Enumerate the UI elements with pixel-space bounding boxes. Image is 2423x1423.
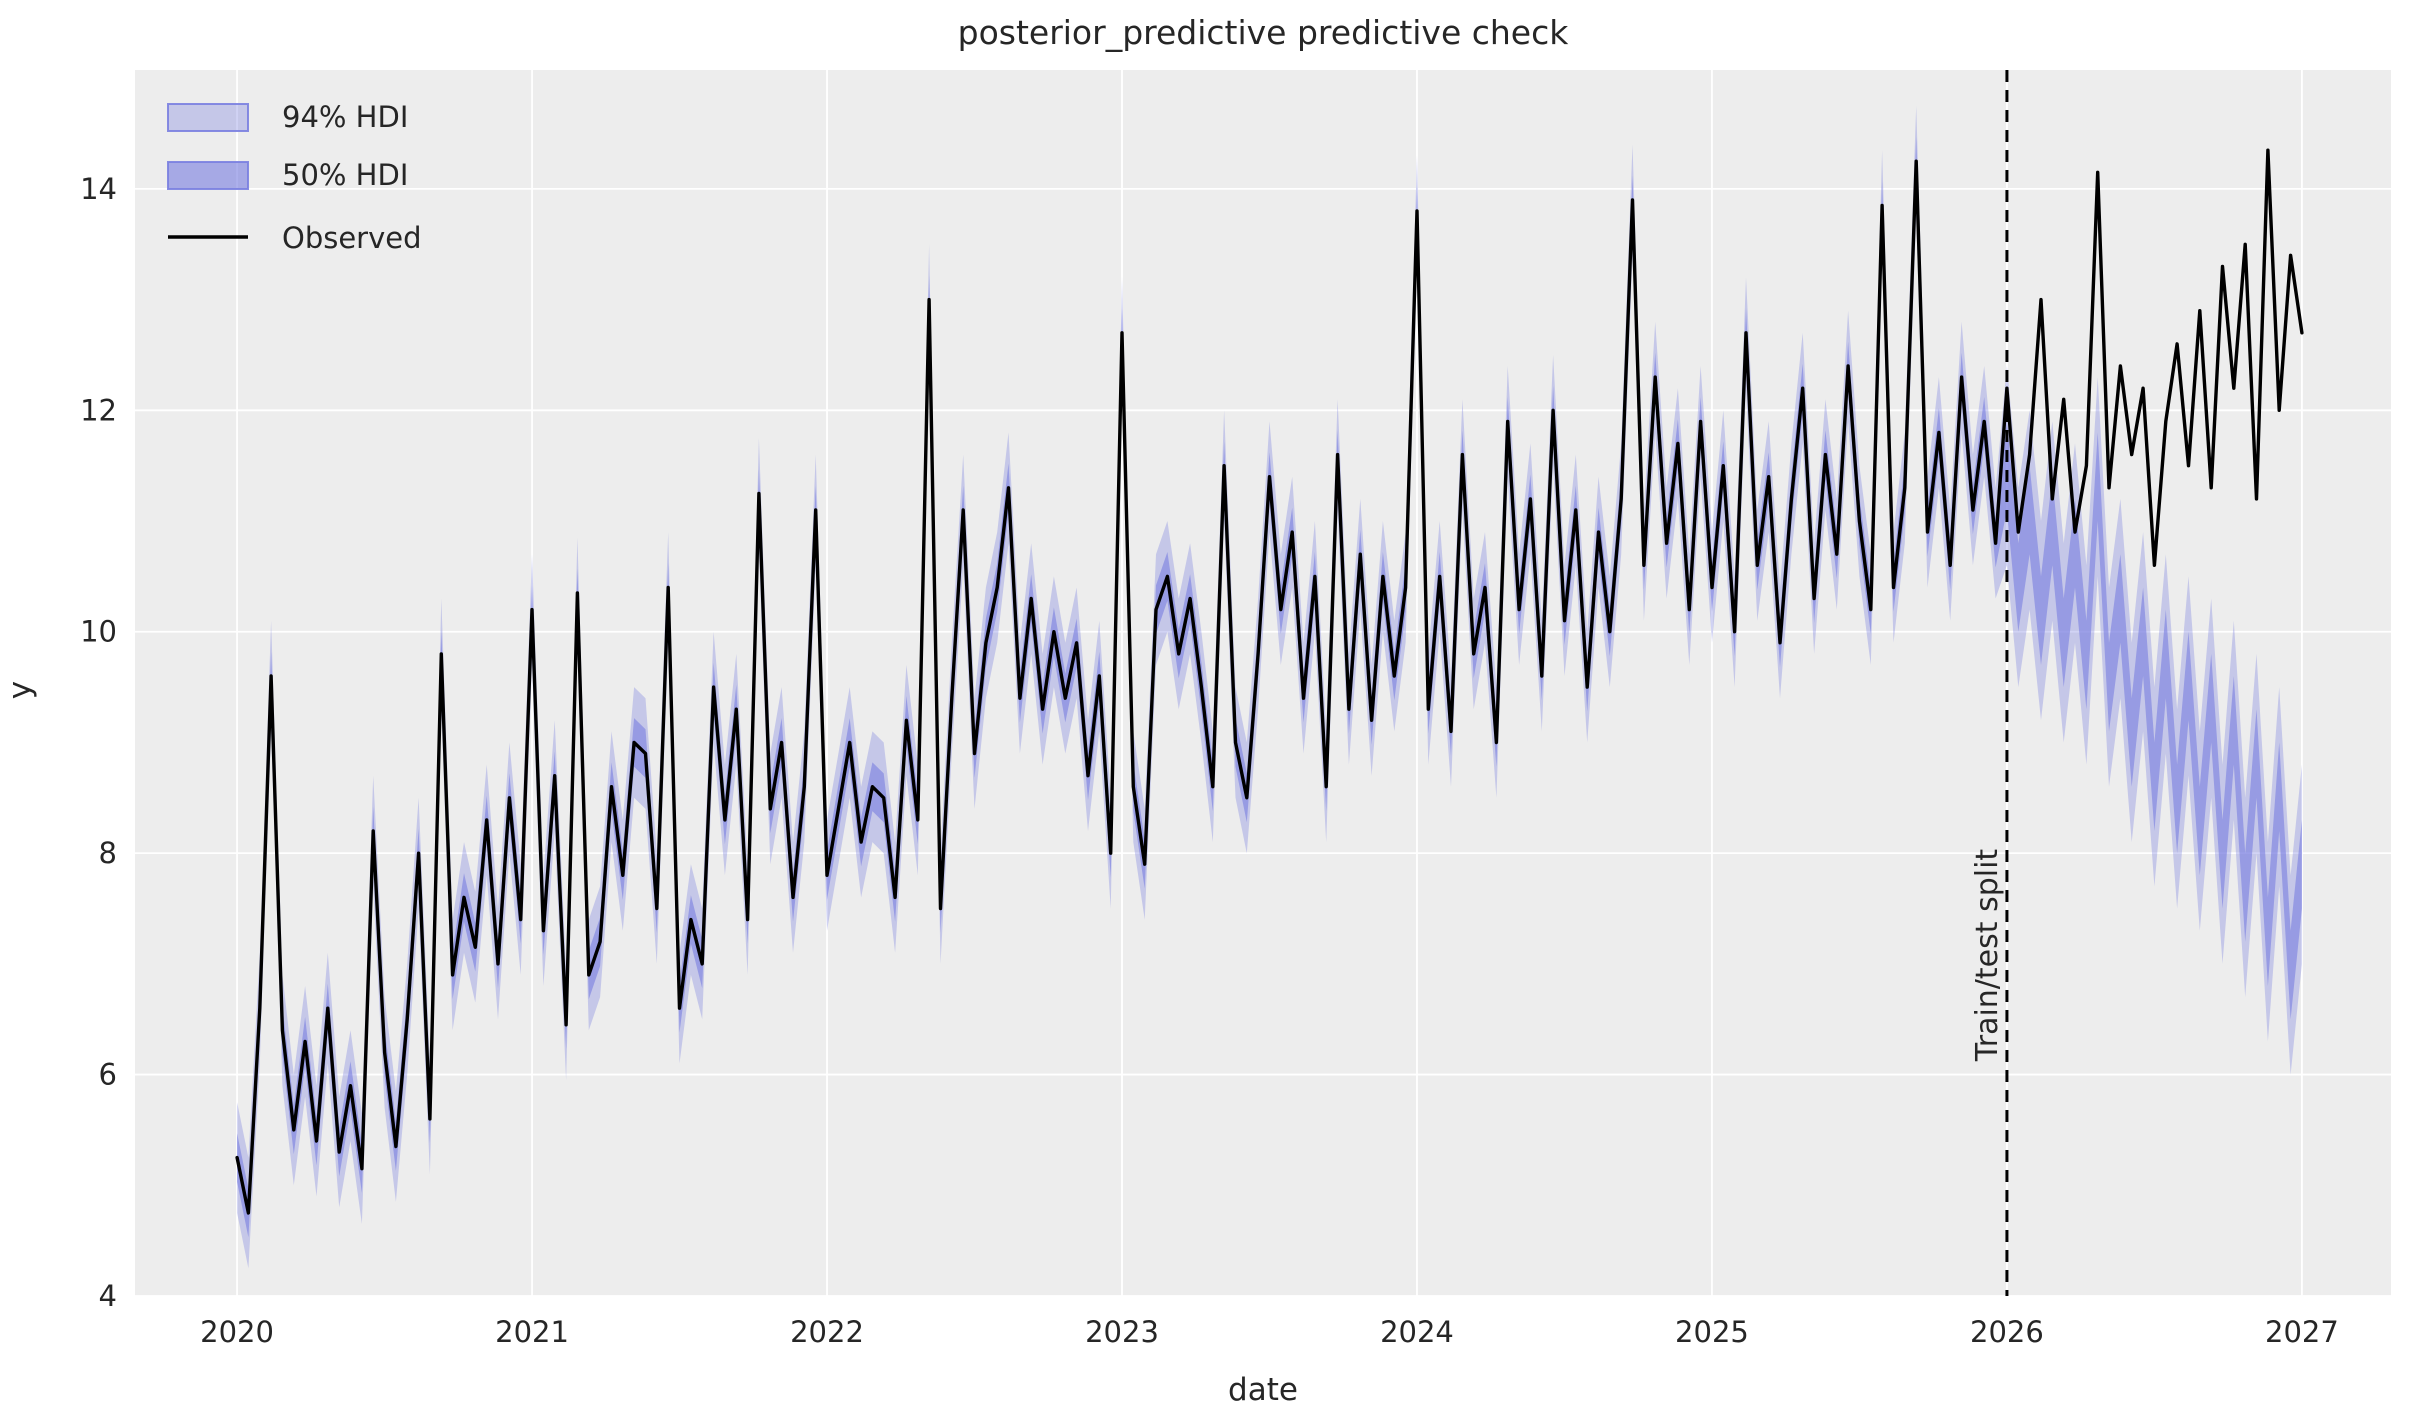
x-tick-label: 2025 [1675,1315,1749,1349]
y-tick-label: 8 [99,836,117,870]
plot-area [135,70,2391,1296]
x-tick-label: 2024 [1380,1315,1454,1349]
x-tick-label: 2020 [200,1315,274,1349]
y-axis-ticks: 4 6 8 10 12 14 [80,172,117,1313]
x-axis-ticks: 2020 2021 2022 2023 2024 2025 2026 2027 [200,1315,2339,1349]
x-tick-label: 2026 [1970,1315,2044,1349]
y-tick-label: 12 [80,393,117,427]
x-tick-label: 2023 [1085,1315,1159,1349]
y-tick-label: 14 [80,172,117,206]
y-tick-label: 6 [99,1058,117,1092]
chart-title: posterior_predictive predictive check [958,13,1570,52]
legend: 94% HDI 50% HDI Observed [167,100,422,255]
y-tick-label: 10 [80,615,117,649]
gridlines [135,70,2391,1297]
legend-label-50-hdi: 50% HDI [282,158,408,192]
y-axis-label: y [2,681,38,699]
x-tick-label: 2022 [790,1315,864,1349]
observed-line [235,148,2304,1215]
x-tick-label: 2027 [2265,1315,2339,1349]
legend-swatch-50-hdi [167,161,249,190]
legend-label-observed: Observed [282,221,422,255]
x-tick-label: 2021 [495,1315,569,1349]
train-test-split-label: Train/test split [1970,849,2005,1063]
legend-swatch-94-hdi [167,103,249,132]
y-tick-label: 4 [99,1279,117,1313]
legend-label-94-hdi: 94% HDI [282,100,408,134]
x-axis-label: date [1228,1372,1298,1408]
